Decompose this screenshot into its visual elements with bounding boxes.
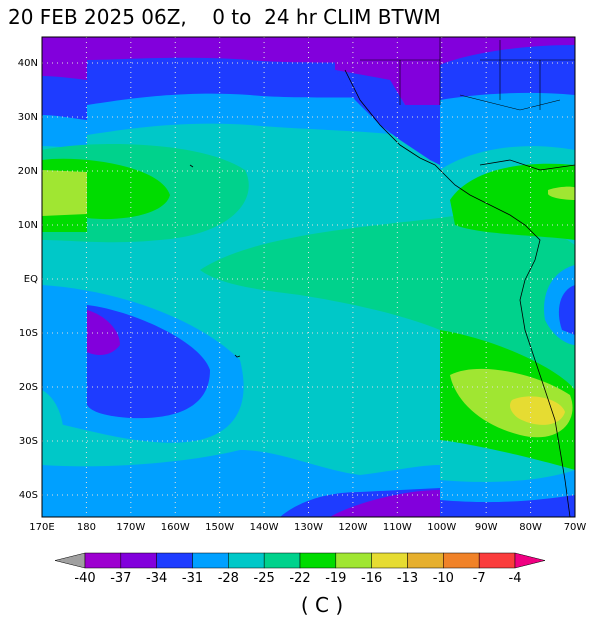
lat-label: 40S	[19, 490, 38, 501]
lat-label: EQ	[24, 274, 38, 285]
lat-label: 10S	[19, 328, 38, 339]
lat-label: 40N	[18, 58, 38, 69]
colorbar-label: -22	[289, 571, 310, 586]
colorbar-label: -31	[182, 571, 203, 586]
units: ( C )	[301, 593, 343, 617]
colorbar-box	[263, 552, 301, 569]
colorbar-box	[84, 552, 122, 569]
colorbar-box	[407, 552, 444, 569]
colorbar-box	[120, 552, 157, 569]
colorbar-label: -4	[509, 571, 522, 586]
lat-label: 20N	[18, 166, 38, 177]
lon-label: 130W	[294, 522, 323, 533]
colorbar-label: -19	[325, 571, 346, 586]
colorbar-label: -37	[110, 571, 131, 586]
colorbar-label: -28	[218, 571, 239, 586]
lon-label: 80W	[519, 522, 542, 533]
lat-label: 30S	[19, 436, 38, 447]
lon-label: 170E	[29, 522, 54, 533]
lat-label: 10N	[18, 220, 38, 231]
lat-label: 20S	[19, 382, 38, 393]
lon-label: 120W	[338, 522, 367, 533]
colorbar-label: -40	[74, 571, 95, 586]
colorbar-box	[443, 552, 480, 569]
lon-label: 90W	[475, 522, 498, 533]
colorbar-box	[335, 552, 372, 569]
colorbar-box	[478, 552, 516, 569]
map-frame	[41, 36, 576, 518]
lon-label: 180	[77, 522, 96, 533]
colorbar-label: -10	[433, 571, 454, 586]
lon-label: 170W	[116, 522, 145, 533]
colorbar-box	[299, 552, 337, 569]
colorbar-under	[54, 552, 86, 569]
title: 20 FEB 2025 06Z, 0 to 24 hr CLIM BTWM	[8, 5, 441, 29]
lon-label: 140W	[250, 522, 279, 533]
colorbar-label: -13	[397, 571, 418, 586]
colorbar-box	[228, 552, 265, 569]
colorbar-label: -34	[146, 571, 167, 586]
colorbar-box	[156, 552, 193, 569]
lon-label: 150W	[205, 522, 234, 533]
lon-label: 100W	[427, 522, 456, 533]
lon-label: 160W	[161, 522, 190, 533]
lon-label: 70W	[564, 522, 587, 533]
colorbar-over	[514, 552, 546, 569]
colorbar-box	[192, 552, 229, 569]
colorbar-label: -7	[473, 571, 486, 586]
colorbar-label: -16	[361, 571, 382, 586]
lon-label: 110W	[383, 522, 412, 533]
lat-label: 30N	[18, 112, 38, 123]
colorbar-label: -25	[254, 571, 275, 586]
colorbar-box	[371, 552, 408, 569]
